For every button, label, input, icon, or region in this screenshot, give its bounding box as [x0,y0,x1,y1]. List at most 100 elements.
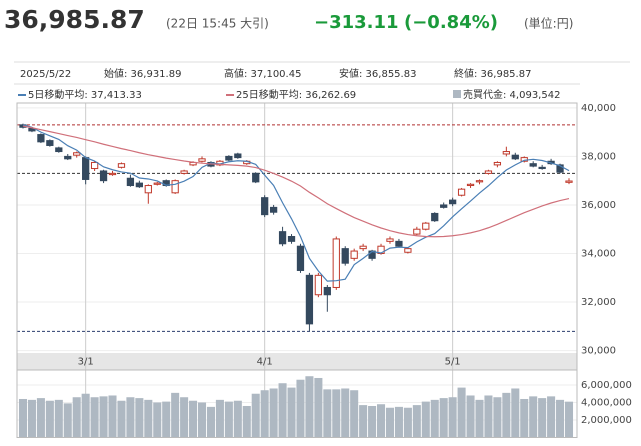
volume-bar [430,399,439,438]
volume-bar [520,398,529,438]
candle-body [225,155,233,161]
volume-bar [233,400,242,438]
info-open: 始値: 36,931.89 [104,67,181,80]
candle-body [475,180,484,183]
candle-body [171,180,179,194]
volume-bar [135,398,144,438]
volume-bar [99,396,108,438]
candle-body [305,274,314,325]
unit: (単位:円) [524,16,573,31]
y-tick-label: 32,000 [581,297,616,308]
candle-body [73,152,81,156]
x-tick-label: 4/1 [257,357,273,368]
volume-bar [260,390,269,438]
volume-bar [251,393,260,438]
candle-body [126,177,135,187]
candle-body [296,245,305,271]
time: (22日 15:45 大引) [166,17,269,31]
candle-body [117,163,126,168]
volume-bar [350,390,359,438]
volume-bar [144,399,153,438]
candle-body [511,154,519,160]
info-low: 安値: 36,855.83 [339,67,416,80]
volume-bar [296,379,305,438]
volume-bar [36,398,45,438]
volume-bar [63,403,72,438]
candle-body [261,197,269,216]
candle-body [144,185,152,194]
candle-body [404,248,412,253]
candle-body [55,147,63,153]
volume-bar [502,392,511,438]
volume-bar [278,383,287,438]
info-ma5: 5日移動平均: 37,413.33 [28,88,142,101]
plot-frame [16,102,578,438]
candle-body [90,161,99,170]
ma-line [22,124,570,282]
y-tick-label: 2,000,000 [581,415,632,426]
candle-body [180,170,188,174]
volume-bar [162,401,171,438]
volume-bar [368,405,377,438]
volume-bar [493,397,502,438]
info-turnover: 売買代金: 4,093,542 [463,88,560,101]
volume-bar [341,388,350,438]
volume-bar [394,406,403,438]
info-ma25: 25日移動平均: 36,262.69 [236,88,356,101]
candle-body [565,180,573,183]
candle-body [538,166,546,170]
volume-bar [412,405,421,438]
ma-line [22,125,570,238]
volume-bar [547,396,556,438]
volume-bar [359,405,368,438]
candle-body [341,248,349,264]
volume-bar [180,397,189,438]
candle-body [287,235,296,242]
candle-body [466,183,475,187]
candle-body [350,250,358,259]
y-tick-label: 6,000,000 [581,380,632,391]
volume-bar [189,400,198,438]
volume-bar [457,387,466,438]
volume-bar [314,377,323,438]
volume-bar [18,398,28,438]
candle-body [457,188,466,196]
candle-body [323,286,331,296]
candle-body [359,245,367,250]
candle-body [82,157,90,180]
candle-body [493,161,502,166]
volume-bar [197,402,207,438]
candle-body [28,127,36,132]
x-axis-band [17,353,577,370]
candle-body [422,222,430,230]
candle-body [269,206,278,213]
volume-bar [126,397,135,438]
volume-bar [377,404,386,438]
candle-body [198,158,206,162]
candle-body [556,164,564,173]
y-tick-label: 36,000 [581,200,616,211]
candle-body [332,238,340,288]
volume-bar [475,399,484,438]
change: −313.11 [314,12,399,33]
volume-bar [54,399,63,438]
price: 36,985.87 [4,5,145,34]
volume-bar [108,395,117,438]
candle-body [502,151,510,155]
candle-body [484,170,493,174]
candle-body [234,153,242,159]
candle-body [37,134,45,143]
volume-bar [117,400,126,438]
volume-bar [421,401,430,438]
volume-bar [72,397,81,438]
volume-bar [466,395,475,438]
candle-body [135,182,143,188]
y-tick-label: 40,000 [581,103,616,114]
candle-body [431,212,439,222]
volume-bar [224,401,233,438]
candle-body [46,140,54,146]
volume-bar [484,395,493,438]
candle-body [395,240,403,247]
